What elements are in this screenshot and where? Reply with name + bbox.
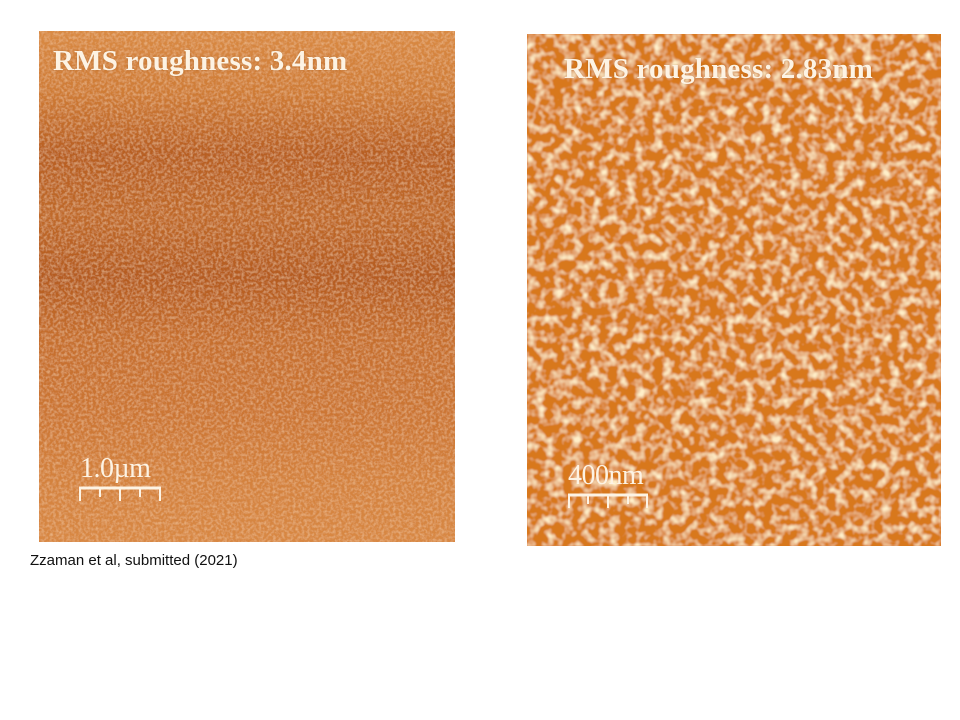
scale-label-left: 1.0µm	[80, 453, 150, 485]
scale-ruler-left	[78, 483, 164, 505]
rms-roughness-label-left: RMS roughness: 3.4nm	[53, 45, 347, 78]
scale-label-right: 400nm	[568, 460, 643, 492]
citation-caption: Zzaman et al, submitted (2021)	[30, 552, 238, 569]
scale-bar-right: 400nm	[567, 460, 651, 516]
afm-image-right: RMS roughness: 2.83nm 400nm	[527, 34, 941, 546]
scale-bar-left: 1.0µm	[78, 453, 164, 509]
rms-roughness-label-right: RMS roughness: 2.83nm	[564, 53, 873, 86]
scale-ruler-right	[567, 490, 651, 512]
afm-image-left: RMS roughness: 3.4nm 1.0µm	[39, 31, 455, 542]
